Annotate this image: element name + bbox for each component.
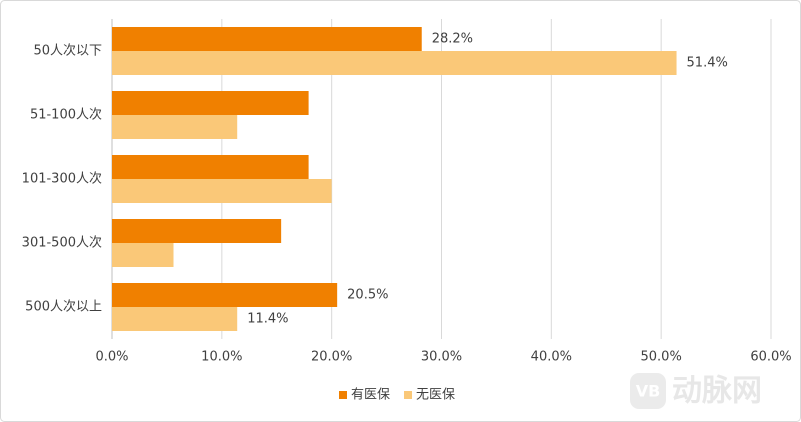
watermark-logo: VB	[636, 382, 661, 401]
bar	[112, 91, 309, 115]
bar	[112, 51, 677, 75]
x-tick-label: 40.0%	[531, 350, 572, 365]
x-tick-label: 30.0%	[421, 350, 462, 365]
data-label: 51.4%	[687, 56, 728, 71]
watermark-group: VB 动脉网	[630, 373, 762, 409]
legend-label: 无医保	[416, 388, 455, 403]
x-tick-label: 20.0%	[311, 350, 352, 365]
bar	[112, 307, 238, 331]
watermark-logo-box	[630, 373, 666, 409]
data-label: 28.2%	[432, 32, 473, 47]
y-tick-label: 50人次以下	[33, 43, 102, 59]
bar	[112, 115, 238, 139]
legend-label: 有医保	[351, 388, 390, 403]
y-tick-label: 301-500人次	[22, 235, 102, 251]
x-tick-label: 50.0%	[641, 350, 682, 365]
bar	[112, 179, 332, 203]
bar	[112, 243, 174, 267]
bar	[112, 27, 422, 51]
x-tick-label: 10.0%	[201, 350, 242, 365]
data-label: 11.4%	[247, 312, 288, 327]
bar	[112, 219, 282, 243]
watermark: 动脉网	[672, 374, 762, 409]
y-tick-label: 500人次以上	[25, 299, 102, 315]
legend-swatch	[404, 391, 413, 399]
legend-swatch	[339, 391, 347, 399]
y-tick-label: 51-100人次	[30, 107, 102, 123]
bar	[112, 155, 309, 179]
y-tick-label: 101-300人次	[22, 171, 102, 187]
data-label: 20.5%	[347, 288, 388, 303]
x-tick-label: 60.0%	[750, 350, 791, 365]
x-tick-label: 0.0%	[95, 350, 128, 365]
bar	[112, 283, 338, 307]
